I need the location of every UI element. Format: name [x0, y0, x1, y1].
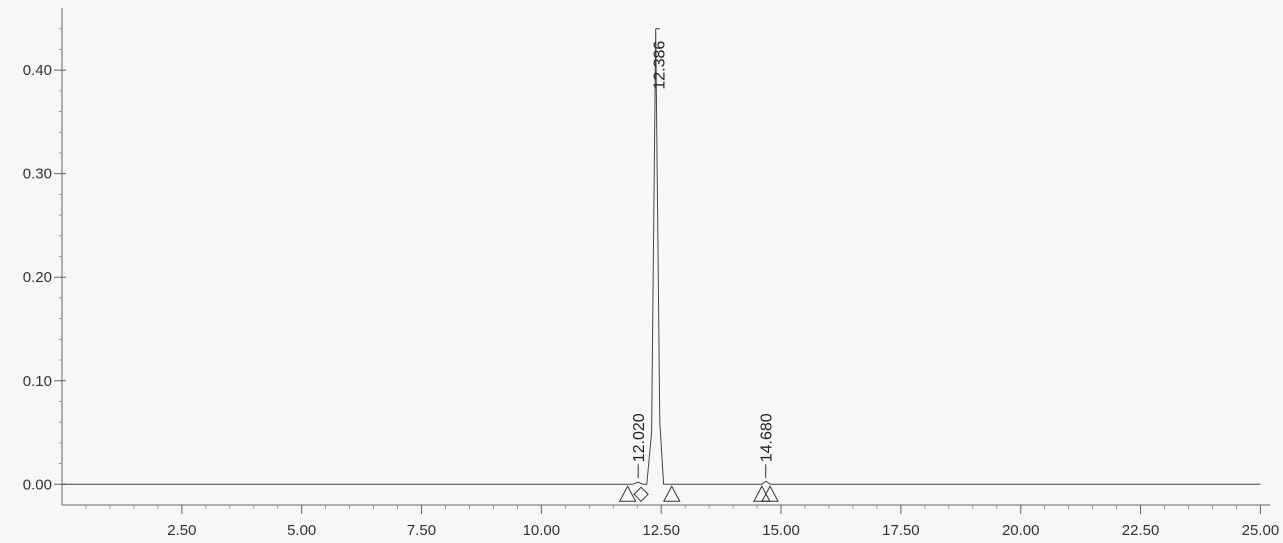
y-tick-label: 0.00 — [23, 476, 52, 493]
y-tick-label: 0.40 — [23, 62, 52, 79]
peak-start-end-marker — [662, 485, 681, 502]
x-tick-label: 10.00 — [523, 522, 561, 539]
peak-start-end-marker — [761, 485, 779, 502]
y-tick-label: 0.20 — [23, 269, 52, 286]
x-tick-label: 15.00 — [762, 522, 800, 539]
y-tick-label: 0.10 — [23, 373, 52, 390]
x-tick-label: 5.00 — [287, 522, 316, 539]
chromatogram-trace — [62, 28, 1261, 485]
x-tick-label: 12.50 — [642, 522, 680, 539]
peak-start-end-marker — [618, 485, 637, 502]
peak-label: 12.020 — [631, 413, 648, 462]
peak-apex-marker — [633, 486, 649, 502]
x-tick-label: 2.50 — [167, 522, 196, 539]
x-tick-label: 17.50 — [882, 522, 920, 539]
x-tick-label: 20.00 — [1002, 522, 1040, 539]
peak-label: 14.680 — [759, 413, 776, 462]
x-tick-label: 7.50 — [407, 522, 436, 539]
x-tick-label: 25.00 — [1242, 522, 1280, 539]
x-tick-label: 22.50 — [1122, 522, 1160, 539]
peak-start-end-marker — [753, 485, 771, 502]
peak-label: 12.386 — [652, 41, 669, 90]
y-tick-label: 0.30 — [23, 166, 52, 183]
